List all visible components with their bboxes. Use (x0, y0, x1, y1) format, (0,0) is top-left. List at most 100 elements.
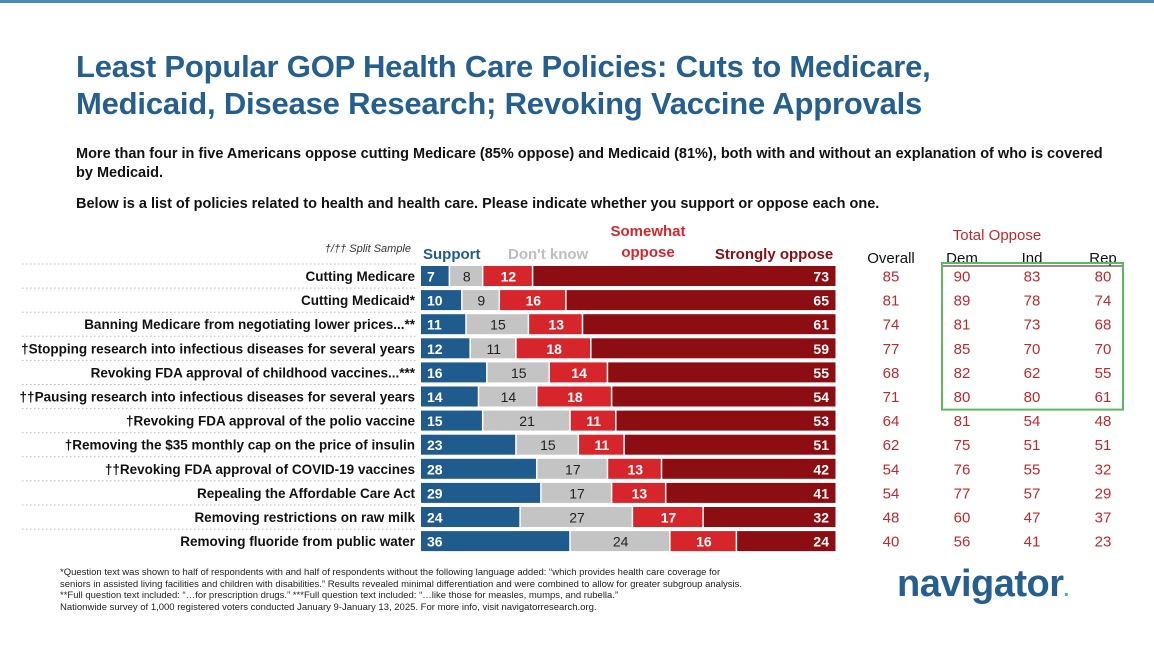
logo-text: navigator (897, 563, 1064, 605)
category-label: Revoking FDA approval of childhood vacci… (91, 365, 416, 380)
bar-segment (450, 266, 482, 286)
bar-segment (566, 290, 836, 311)
bar-segment (421, 290, 462, 311)
table-value: 81 (954, 413, 971, 430)
bar-value-label: 53 (813, 413, 829, 429)
table-value: 74 (1095, 293, 1112, 310)
table-value: 78 (1024, 293, 1041, 310)
top-accent-line (0, 0, 1154, 3)
bar-segment (421, 507, 520, 527)
legend-strongly-oppose: Strongly oppose (715, 246, 833, 263)
survey-question: Below is a list of policies related to h… (76, 196, 880, 212)
category-label: ††Pausing research into infectious disea… (20, 390, 415, 405)
table-value: 48 (1095, 413, 1112, 430)
bar-value-label: 12 (427, 341, 443, 357)
category-label: Repealing the Affordable Care Act (197, 486, 416, 501)
table-value: 68 (1095, 317, 1112, 334)
table-value: 23 (1095, 534, 1112, 551)
bar-value-label: 18 (546, 341, 562, 357)
table-group-header: Total Oppose (953, 227, 1041, 244)
bar-segment (421, 362, 487, 383)
bar-value-label: 11 (595, 437, 610, 453)
bar-segment (421, 410, 482, 431)
title-line-1: Least Popular GOP Health Care Policies: … (76, 49, 931, 84)
bar-segment (500, 290, 566, 311)
bar-segment (549, 362, 607, 383)
category-label: †Stopping research into infectious disea… (21, 341, 415, 356)
bar-value-label: 16 (427, 365, 443, 381)
table-value: 54 (1024, 413, 1041, 430)
category-label: Removing restrictions on raw milk (194, 510, 415, 525)
bar-segment (633, 507, 703, 527)
table-value: 77 (883, 341, 900, 358)
bar-value-label: 11 (427, 317, 442, 333)
bar-value-label: 13 (548, 317, 564, 333)
table-value: 48 (883, 510, 900, 527)
table-value: 54 (883, 461, 900, 478)
table-value: 51 (1024, 437, 1041, 454)
navigator-logo: navigator. (897, 563, 1069, 606)
bar-value-label: 55 (813, 365, 829, 381)
table-value: 51 (1095, 437, 1112, 454)
bar-segment (421, 531, 570, 552)
table-value: 62 (1024, 365, 1041, 382)
table-value: 75 (954, 437, 971, 454)
bar-value-label: 24 (613, 534, 629, 550)
page-title: Least Popular GOP Health Care Policies: … (76, 48, 1076, 122)
bar-value-label: 18 (567, 389, 583, 405)
table-value: 62 (883, 437, 900, 454)
table-value: 71 (883, 389, 900, 406)
category-label: Banning Medicare from negotiating lower … (84, 317, 416, 332)
bar-segment (616, 410, 836, 431)
table-value: 70 (1024, 341, 1041, 358)
table-value: 73 (1024, 317, 1041, 334)
bar-value-label: 13 (627, 461, 643, 477)
table-value: 41 (1024, 534, 1041, 551)
bar-value-label: 24 (427, 510, 443, 526)
bar-segment (703, 507, 836, 527)
bar-segment (662, 458, 836, 479)
logo-dot: . (1063, 579, 1070, 601)
bar-value-label: 13 (632, 485, 648, 501)
table-value: 90 (954, 269, 971, 286)
category-label: ††Revoking FDA approval of COVID-19 vacc… (105, 462, 415, 477)
table-value: 47 (1024, 510, 1041, 527)
bar-value-label: 54 (813, 389, 829, 405)
bar-value-label: 41 (813, 485, 829, 501)
bar-value-label: 16 (526, 293, 542, 309)
table-value: 85 (883, 269, 900, 286)
legend-support: Support (423, 246, 481, 263)
table-value: 64 (883, 413, 900, 430)
bar-value-label: 15 (427, 413, 443, 429)
footnote-line: **Full question text included: “…for pre… (60, 590, 619, 602)
bar-segment (579, 434, 624, 455)
bar-segment (483, 266, 532, 286)
bar-value-label: 32 (813, 510, 829, 526)
table-value: 80 (1095, 269, 1112, 286)
bar-segment (479, 386, 536, 407)
category-label: †Revoking FDA approval of the polio vacc… (126, 414, 416, 429)
bar-value-label: 23 (427, 437, 443, 453)
footnote-line: seniors in assisted living facilities an… (60, 578, 743, 590)
bar-value-label: 42 (813, 461, 829, 477)
table-value: 89 (954, 293, 971, 310)
bar-value-label: 9 (477, 293, 485, 309)
table-column-header: Dem (946, 250, 978, 267)
bar-segment (421, 338, 470, 359)
bar-segment (570, 531, 670, 552)
table-value: 56 (954, 534, 971, 551)
bar-segment (666, 482, 836, 503)
bar-value-label: 24 (813, 534, 829, 550)
bar-segment (537, 386, 611, 407)
bar-segment (516, 434, 578, 455)
bar-segment (670, 531, 736, 552)
legend-dont-know: Don't know (508, 246, 589, 263)
table-column-header: Ind (1022, 250, 1043, 267)
table-value: 60 (954, 510, 971, 527)
table-value: 80 (954, 389, 971, 406)
table-value: 80 (1024, 389, 1041, 406)
highlight-box (941, 262, 1124, 411)
bar-value-label: 59 (813, 341, 829, 357)
bar-segment (583, 314, 836, 335)
bar-value-label: 17 (565, 461, 581, 477)
